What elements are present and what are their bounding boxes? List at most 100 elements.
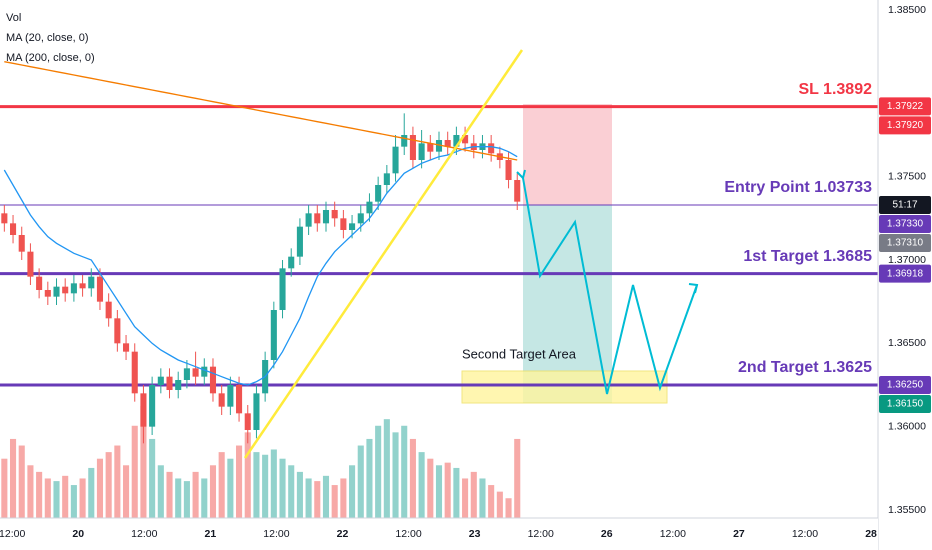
volume-bar — [36, 471, 43, 518]
candles — [1, 113, 521, 444]
volume-bar — [296, 471, 303, 518]
volume-bar — [53, 481, 60, 518]
candle-body — [114, 318, 121, 344]
x-tick-label: 28 — [865, 528, 877, 540]
volume-bar — [44, 478, 51, 518]
x-tick-label: 12:00 — [395, 528, 421, 540]
x-tick-label: 12:00 — [0, 528, 25, 540]
price-badge: 1.37330 — [879, 215, 931, 233]
badge-box — [879, 215, 931, 233]
volume-bar — [244, 432, 251, 518]
volume-bar — [79, 478, 86, 518]
candle-body — [340, 218, 347, 230]
badge-label: 1.36918 — [887, 268, 924, 279]
x-tick-label: 22 — [337, 528, 349, 540]
candle-body — [392, 146, 399, 174]
candle-body — [366, 201, 373, 214]
badge-box — [879, 264, 931, 283]
candle-body — [322, 210, 330, 224]
candle-body — [375, 185, 382, 202]
candle-body — [18, 235, 25, 252]
volume-bar — [140, 406, 147, 518]
candle-body — [96, 276, 104, 302]
candle-body — [79, 283, 86, 289]
x-tick-label: 12:00 — [792, 528, 818, 540]
candle-body — [453, 135, 460, 147]
volume-bar — [288, 465, 295, 518]
volume-bar — [88, 467, 95, 518]
candle-body — [418, 143, 425, 160]
candle-body — [9, 223, 17, 235]
volume-bar — [462, 478, 469, 518]
y-tick-label: 1.35500 — [888, 504, 926, 516]
candle-body — [462, 135, 469, 144]
area-label: Second Target Area — [462, 346, 577, 361]
volume-bar — [166, 471, 173, 518]
candle-body — [175, 380, 182, 390]
candle-body — [305, 213, 312, 227]
x-tick-label: 12:00 — [528, 528, 554, 540]
stop-box — [523, 104, 612, 205]
y-tick-label: 1.38500 — [888, 4, 926, 16]
volume-bar — [149, 438, 156, 518]
candle-body — [166, 376, 173, 390]
candle-body — [62, 286, 69, 294]
volume-bar — [322, 475, 330, 518]
target-box — [523, 205, 612, 403]
badge-label: 1.36150 — [887, 399, 924, 410]
level-label: 1st Target 1.3685 — [743, 248, 872, 265]
volume-bar — [236, 445, 243, 518]
badge-label: 1.37330 — [887, 219, 924, 230]
candle-body — [123, 343, 130, 352]
badge-box — [879, 376, 931, 394]
badge-label: 1.36250 — [887, 380, 924, 391]
y-tick-label: 1.37000 — [888, 254, 926, 266]
candle-body — [314, 213, 321, 224]
badge-box — [879, 234, 931, 252]
candle-body — [488, 143, 495, 154]
badge-box — [879, 116, 931, 135]
candle-body — [296, 226, 303, 257]
volume-bar — [453, 467, 460, 518]
volume-bar — [470, 471, 477, 518]
volume-bar — [383, 419, 390, 518]
candle-body — [349, 223, 356, 230]
x-tick-label: 12:00 — [660, 528, 686, 540]
x-tick-label: 20 — [72, 528, 84, 540]
volume-bar — [427, 458, 434, 518]
volume-bar — [253, 452, 260, 518]
volume-bar — [9, 438, 17, 518]
candle-body — [27, 251, 34, 277]
candle-body — [505, 160, 512, 180]
legend-entry: MA (20, close, 0) — [6, 32, 89, 44]
candle-body — [44, 290, 51, 297]
y-tick-label: 1.37500 — [888, 170, 926, 182]
badge-box — [879, 395, 931, 413]
target-area-box — [461, 370, 668, 404]
badge-box — [879, 196, 931, 214]
candle-body — [209, 366, 217, 394]
volume-bar — [392, 432, 399, 518]
volume-bar — [418, 452, 425, 518]
candle-body — [409, 135, 416, 160]
volume-bar — [270, 449, 277, 518]
volume-bar — [340, 478, 347, 518]
projection-path — [522, 177, 698, 395]
x-tick-label: 26 — [601, 528, 613, 540]
candle-body — [218, 393, 225, 407]
volume-bar — [349, 465, 356, 518]
x-tick-label: 12:00 — [131, 528, 157, 540]
candle-body — [383, 173, 390, 185]
volume-bar — [192, 471, 199, 518]
badge-label: 1.37922 — [887, 101, 924, 112]
candle-body — [131, 351, 138, 394]
candle-body — [357, 213, 364, 224]
candle-body — [227, 385, 234, 407]
volume-bar — [105, 452, 112, 518]
volume-bar — [114, 445, 121, 518]
volume-bar — [401, 425, 408, 518]
price-badge: 1.37922 — [879, 97, 931, 116]
candle-body — [253, 393, 260, 430]
time-axis — [0, 518, 878, 550]
